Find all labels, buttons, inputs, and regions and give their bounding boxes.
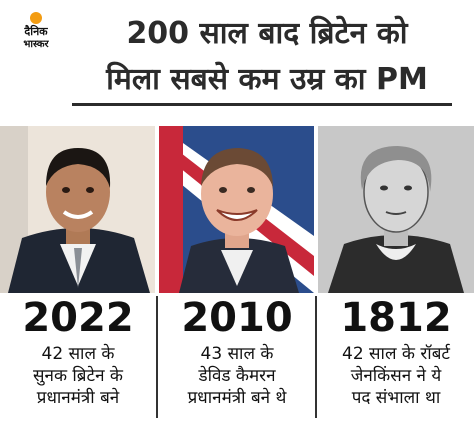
caption-line: प्रधानमंत्री बने थे <box>187 388 287 408</box>
caption-sunak: 42 साल के सुनक ब्रिटेन के प्रधानमंत्री ब… <box>2 343 154 409</box>
caption-jenkinson: 42 साल के रॉबर्ट जेनकिंसन ने ये पद संभाल… <box>320 343 472 409</box>
caption-cameron: 43 साल के डेविड कैमरन प्रधानमंत्री बने थ… <box>161 343 313 409</box>
caption-line: 42 साल के <box>41 344 115 364</box>
year-1812: 1812 <box>340 295 452 341</box>
column-divider <box>315 296 317 418</box>
headline-underline <box>72 103 452 106</box>
caption-line: 42 साल के रॉबर्ट <box>342 344 450 364</box>
column-divider <box>156 296 158 418</box>
year-2022: 2022 <box>22 295 134 341</box>
caption-line: जेनकिंसन ने ये <box>350 366 442 386</box>
caption-line: सुनक ब्रिटेन के <box>33 366 123 386</box>
year-2010: 2010 <box>181 295 293 341</box>
headline-line1: 200 साल बाद ब्रिटेन को <box>126 16 408 51</box>
headline-line2: मिला सबसे कम उम्र का PM <box>106 62 428 97</box>
brand-name-line1: दैनिक <box>24 25 48 38</box>
caption-line: 43 साल के <box>200 344 274 364</box>
caption-line: डेविड कैमरन <box>198 366 276 386</box>
photo-david-cameron <box>159 126 314 293</box>
sun-icon <box>30 12 42 24</box>
photo-robert-jenkinson <box>318 126 474 293</box>
caption-line: पद संभाला था <box>351 388 441 408</box>
brand-logo: दैनिक भास्कर <box>10 8 62 64</box>
photo-rishi-sunak <box>0 126 155 293</box>
brand-name-line2: भास्कर <box>23 39 49 50</box>
caption-line: प्रधानमंत्री बने <box>36 388 120 408</box>
